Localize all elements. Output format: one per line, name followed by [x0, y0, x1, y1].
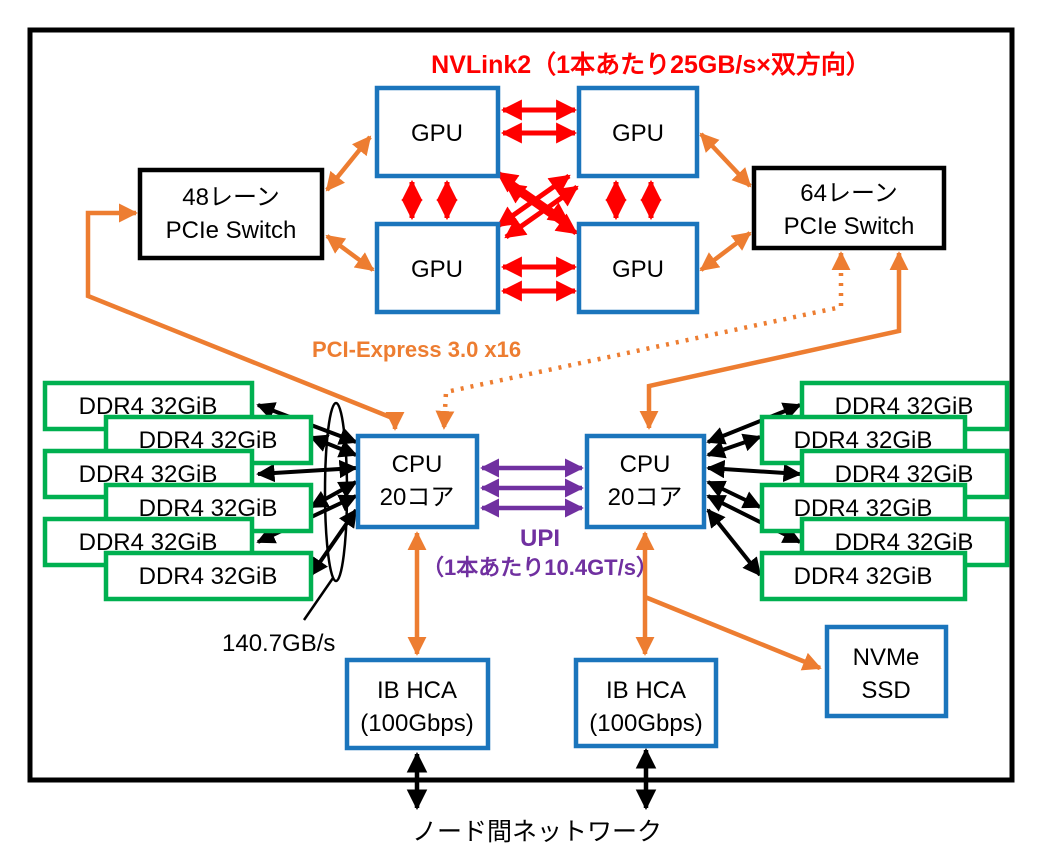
cpu-label-line1: CPU — [392, 451, 443, 478]
dimm-label: DDR4 32GiB — [794, 563, 933, 590]
network-arrows — [406, 747, 657, 811]
cpu-box — [584, 433, 707, 530]
gpu-label: GPU — [612, 256, 664, 283]
dimm-group-left: DDR4 32GiB DDR4 32GiB DDR4 32GiB DDR4 32… — [42, 380, 314, 602]
pcie-arrow — [699, 132, 752, 188]
nvme-label-line2: SSD — [861, 677, 910, 704]
memory-arrow — [309, 434, 358, 458]
nvme-box — [824, 624, 949, 719]
ib-hca-label-line1: IB HCA — [606, 677, 686, 704]
gpu-label: GPU — [411, 256, 463, 283]
network-label: ノード間ネットワーク — [412, 818, 662, 846]
nvme-ssd: NVMe SSD — [824, 624, 949, 719]
cpu-label-line2: 20コア — [608, 484, 683, 511]
pcie-arrow-cpu-nvme — [644, 594, 822, 671]
memory-arrow — [706, 508, 762, 577]
ib-hca-label-line2: (100Gbps) — [589, 710, 702, 737]
pcie-elbow-right — [639, 251, 909, 430]
ib-hca-box — [573, 657, 719, 749]
memory-arrow — [256, 459, 358, 483]
upi-label: UPI — [520, 525, 560, 552]
gpu-box — [576, 85, 700, 179]
memory-channel-ellipse — [323, 401, 349, 583]
pcie-arrow — [325, 135, 372, 192]
memory-arrows-right — [706, 402, 802, 577]
upi-arrows — [480, 458, 584, 518]
gpu-bottom-right: GPU — [576, 221, 700, 315]
ib-hca-label-line2: (100Gbps) — [360, 710, 473, 737]
gpu-label: GPU — [612, 120, 664, 147]
cpu-label-line1: CPU — [620, 451, 671, 478]
switch-box — [751, 165, 947, 251]
pcie-arrows — [85, 132, 909, 671]
cpu-right: CPU 20コア — [584, 433, 707, 530]
dimm-label: DDR4 32GiB — [139, 563, 278, 590]
ib-hca-box — [344, 657, 491, 751]
memory-arrow — [706, 480, 762, 509]
gpu-top-left: GPU — [374, 85, 501, 179]
switch-label-line1: 48レーン — [182, 184, 280, 211]
memory-bandwidth-label: 140.7GB/s — [222, 630, 335, 657]
memory-arrows-left — [256, 402, 358, 577]
ib-hca-left: IB HCA (100Gbps) — [344, 657, 491, 751]
switch-label-line2: PCIe Switch — [784, 213, 915, 240]
nvlink-title: NVLink2（1本あたり25GB/s×双方向） — [431, 50, 871, 79]
mem-bw-pointer-line — [302, 577, 335, 621]
upi-label-detail: （1本あたり10.4GT/s） — [422, 555, 658, 580]
gpu-box — [374, 85, 501, 179]
gpu-label: GPU — [411, 120, 463, 147]
memory-arrow — [309, 480, 358, 509]
gpu-box — [576, 221, 700, 315]
gpu-bottom-left: GPU — [374, 221, 501, 315]
dimm-box — [759, 550, 968, 602]
nvlink-cross-arrow — [496, 170, 570, 225]
pcie-elbow-left — [85, 203, 405, 431]
gpu-box — [374, 221, 501, 315]
nvlink-cross-arrow — [504, 181, 578, 236]
gpu-top-right: GPU — [576, 85, 700, 179]
pcie-arrow — [699, 231, 752, 272]
node-boundary-box — [27, 27, 1015, 783]
nvme-label-line1: NVMe — [853, 644, 920, 671]
switch-label-line1: 64レーン — [800, 180, 898, 207]
pcie-switch-64lane: 64レーン PCIe Switch — [751, 165, 947, 251]
cpu-box — [355, 433, 480, 530]
switch-box — [137, 167, 325, 261]
pcie-arrow — [325, 234, 375, 272]
nvlink-cross-arrow — [504, 184, 579, 240]
ib-hca-label-line1: IB HCA — [377, 677, 457, 704]
pcie-switch-48lane: 48レーン PCIe Switch — [137, 167, 325, 261]
cpu-label-line2: 20コア — [380, 484, 455, 511]
switch-label-line2: PCIe Switch — [166, 217, 297, 244]
memory-arrow — [309, 508, 358, 577]
dimm-box — [103, 550, 314, 602]
cpu-left: CPU 20コア — [355, 433, 480, 530]
memory-arrow — [706, 433, 762, 459]
ib-hca-right: IB HCA (100Gbps) — [573, 657, 719, 749]
dimm-group-right: DDR4 32GiB DDR4 32GiB DDR4 32GiB DDR4 32… — [759, 380, 1010, 602]
memory-arrow — [706, 459, 802, 483]
pcie-label: PCI-Express 3.0 x16 — [312, 337, 521, 362]
